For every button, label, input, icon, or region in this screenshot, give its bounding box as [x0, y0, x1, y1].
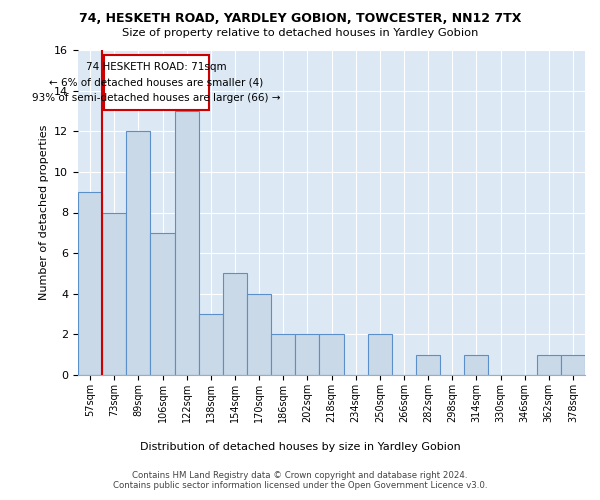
Text: Contains HM Land Registry data © Crown copyright and database right 2024.
Contai: Contains HM Land Registry data © Crown c…	[113, 470, 487, 490]
Text: 93% of semi-detached houses are larger (66) →: 93% of semi-detached houses are larger (…	[32, 93, 281, 103]
Bar	[561, 354, 585, 375]
Text: 74, HESKETH ROAD, YARDLEY GOBION, TOWCESTER, NN12 7TX: 74, HESKETH ROAD, YARDLEY GOBION, TOWCES…	[79, 12, 521, 26]
Bar	[537, 354, 561, 375]
Bar	[247, 294, 271, 375]
Bar	[199, 314, 223, 375]
Bar	[368, 334, 392, 375]
Text: Size of property relative to detached houses in Yardley Gobion: Size of property relative to detached ho…	[122, 28, 478, 38]
FancyBboxPatch shape	[104, 55, 209, 110]
Bar	[102, 212, 126, 375]
Bar	[416, 354, 440, 375]
Bar	[295, 334, 319, 375]
Bar	[271, 334, 295, 375]
Text: ← 6% of detached houses are smaller (4): ← 6% of detached houses are smaller (4)	[49, 78, 264, 88]
Bar	[464, 354, 488, 375]
Bar	[319, 334, 344, 375]
Bar	[223, 274, 247, 375]
Bar	[175, 111, 199, 375]
Bar	[78, 192, 102, 375]
Bar	[126, 131, 151, 375]
Bar	[151, 233, 175, 375]
Text: 74 HESKETH ROAD: 71sqm: 74 HESKETH ROAD: 71sqm	[86, 62, 227, 72]
Y-axis label: Number of detached properties: Number of detached properties	[38, 125, 49, 300]
Text: Distribution of detached houses by size in Yardley Gobion: Distribution of detached houses by size …	[140, 442, 460, 452]
